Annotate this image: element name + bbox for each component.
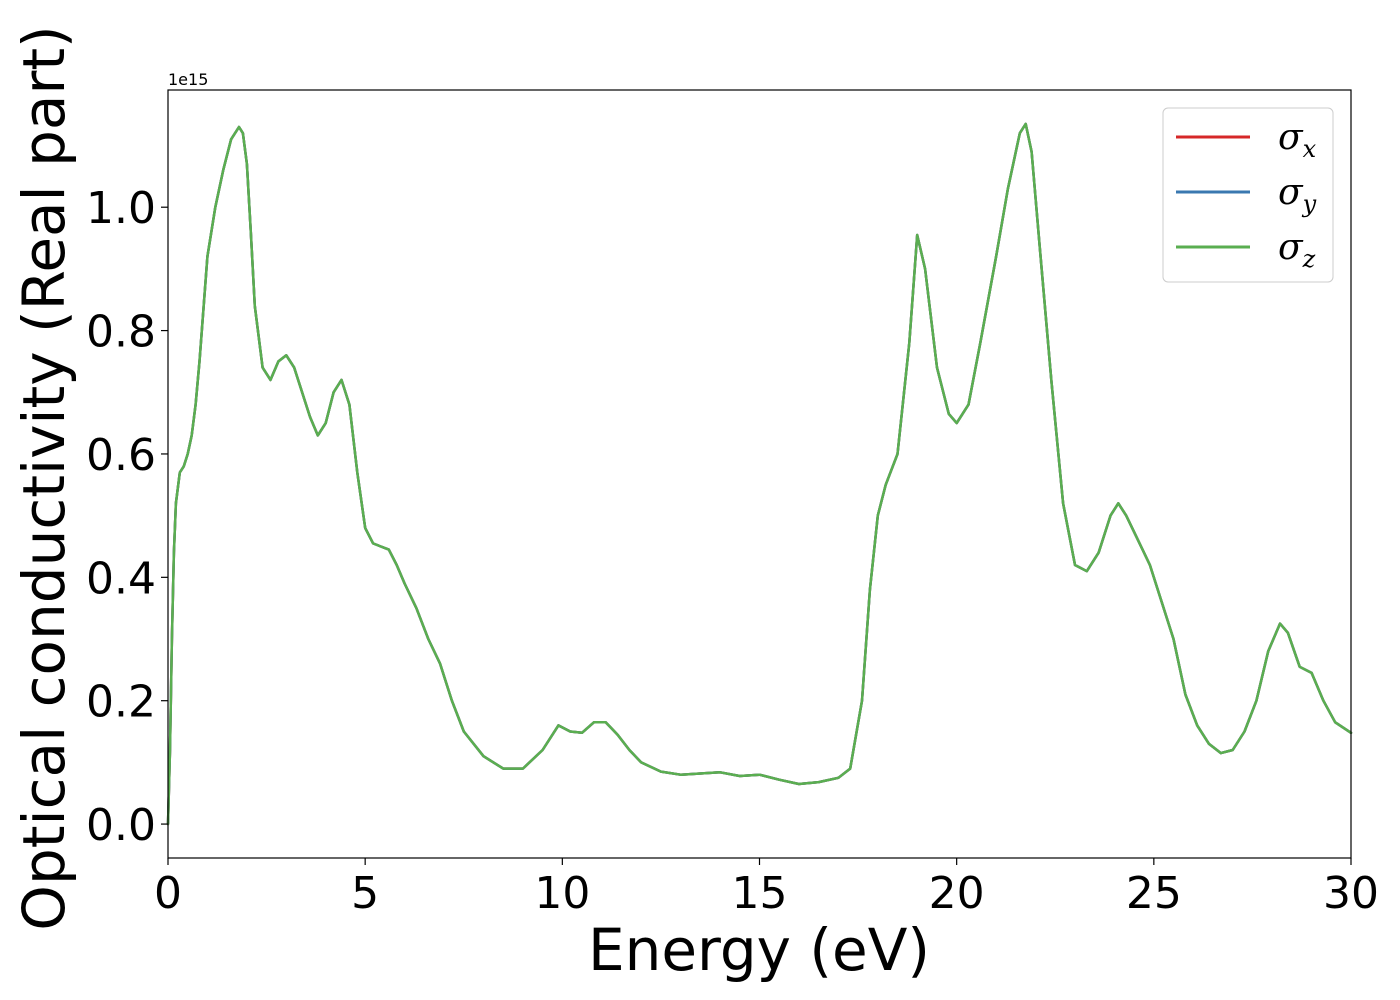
y-tick-label: 0.8 (86, 307, 156, 358)
y-tick-label: 0.0 (86, 800, 156, 851)
series-layer (166, 122, 1353, 826)
y-axis-ticks: 0.0 0.2 0.4 0.6 0.8 1.0 (86, 183, 168, 851)
legend: σx σy σz (1162, 107, 1334, 283)
y-tick-label: 0.6 (86, 430, 156, 481)
y-axis-label: Optical conductivity (Real part) (10, 25, 78, 930)
legend-label-z: σz (1278, 227, 1316, 273)
y-tick-label: 1.0 (86, 183, 156, 234)
series-line-z (166, 122, 1353, 826)
x-tick-label: 0 (154, 868, 182, 919)
x-tick-label: 15 (732, 868, 788, 919)
legend-label-y: σy (1278, 172, 1317, 218)
x-axis-label: Energy (eV) (588, 916, 930, 984)
legend-box (1162, 107, 1334, 283)
x-axis-ticks: 0 5 10 15 20 25 30 (154, 858, 1379, 919)
y-offset-text: 1e15 (168, 70, 208, 89)
y-tick-label: 0.4 (86, 553, 156, 604)
x-tick-label: 20 (929, 868, 985, 919)
x-tick-label: 10 (534, 868, 590, 919)
x-tick-label: 25 (1126, 868, 1182, 919)
x-tick-label: 5 (351, 868, 379, 919)
legend-label-x: σx (1278, 117, 1317, 163)
y-tick-label: 0.2 (86, 677, 156, 728)
x-tick-label: 30 (1323, 868, 1379, 919)
